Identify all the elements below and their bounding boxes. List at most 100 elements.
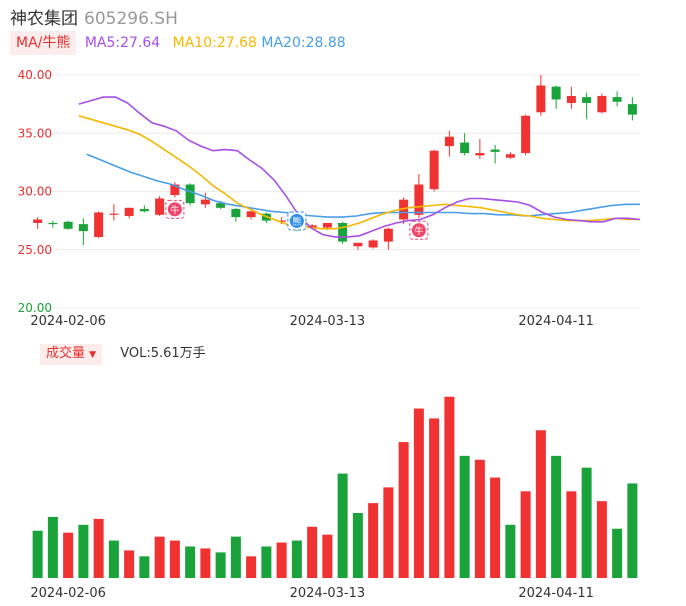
candle-body: [368, 240, 378, 248]
candle: [155, 196, 165, 216]
candle: [429, 149, 439, 192]
volume-bar: [444, 396, 455, 578]
candle-body: [78, 224, 88, 232]
candle: [444, 130, 454, 157]
volume-bar: [474, 459, 485, 578]
candle: [33, 217, 43, 229]
volume-bar: [505, 524, 516, 578]
marker-label: 牛: [414, 225, 423, 237]
stock-name: 神农集团: [10, 9, 78, 29]
volume-bar: [368, 503, 379, 578]
x-tick-label: 2024-02-06: [30, 586, 106, 601]
candle: [200, 192, 210, 208]
candle-body: [597, 95, 607, 113]
candle: [414, 174, 424, 219]
volume-bar: [261, 546, 272, 578]
volume-bar: [291, 540, 302, 578]
volume-bar: [535, 430, 546, 578]
volume-bar: [215, 552, 226, 578]
volume-bar: [200, 548, 211, 578]
candle: [48, 220, 58, 228]
volume-toggle-button[interactable]: 成交量 ▼: [40, 344, 103, 365]
y-tick-label: 20.00: [18, 301, 52, 315]
volume-bar: [383, 487, 394, 578]
candle-body: [200, 199, 210, 205]
x-tick-label: 2024-04-11: [518, 314, 594, 329]
volume-bar: [627, 483, 638, 578]
volume-bar: [337, 473, 348, 578]
candle-body: [521, 115, 531, 154]
candle-body: [124, 207, 134, 216]
volume-bar: [78, 524, 89, 578]
volume-bar: [459, 455, 470, 578]
y-tick-label: 35.00: [18, 126, 52, 140]
x-tick-label: 2024-04-11: [518, 586, 594, 601]
candle-body: [490, 149, 500, 152]
candle-body: [94, 212, 104, 237]
volume-bar: [520, 491, 531, 578]
candle: [490, 144, 500, 164]
candle: [231, 207, 241, 222]
ma-legend: MA/牛熊 MA5:27.64 MA10:27.68 MA20:28.88: [10, 31, 346, 55]
volume-bar: [581, 467, 592, 578]
candle-body: [185, 184, 195, 204]
candle-body: [48, 222, 58, 225]
candle-body: [353, 242, 363, 247]
volume-bar: [566, 491, 577, 578]
volume-bar: [551, 455, 562, 578]
candle-body: [627, 104, 637, 115]
candle-body: [551, 86, 561, 100]
candle: [94, 211, 104, 239]
marker-badge: [167, 202, 182, 217]
volume-value: VOL:5.61万手: [120, 346, 206, 361]
candle: [78, 218, 88, 246]
candle-body: [566, 95, 576, 103]
candle-body: [277, 220, 287, 222]
marker-label: 牛: [170, 204, 179, 216]
stock-code: 605296.SH: [84, 9, 178, 29]
ma5-value: MA5:27.64: [84, 35, 161, 51]
candle: [536, 75, 546, 116]
candle: [582, 92, 592, 120]
volume-bar: [47, 516, 58, 578]
candle: [368, 239, 378, 249]
volume-bar: [139, 556, 150, 578]
ma-toggle-button[interactable]: MA/牛熊: [10, 31, 77, 55]
y-tick-label: 40.00: [18, 68, 52, 82]
volume-bar: [185, 546, 196, 578]
candle-body: [612, 97, 622, 102]
x-tick-label: 2024-03-13: [290, 314, 366, 329]
candle-body: [536, 85, 546, 113]
candle: [338, 221, 348, 244]
candle: [185, 183, 195, 206]
volume-bar: [429, 418, 440, 578]
candle-body: [155, 198, 165, 215]
candle-body: [246, 211, 256, 218]
ma10-line: [78, 115, 640, 230]
ma20-value: MA20:28.88: [261, 35, 346, 51]
volume-bar: [154, 536, 165, 578]
volume-bar: [398, 442, 409, 578]
volume-bar: [93, 518, 104, 578]
candle: [460, 133, 470, 156]
x-tick-label: 2024-02-06: [30, 314, 106, 329]
candle-body: [139, 208, 149, 212]
ma5-line: [78, 96, 641, 238]
candle: [627, 97, 637, 121]
candle: [353, 242, 363, 250]
candle-body: [383, 228, 393, 242]
candle: [551, 85, 561, 109]
volume-bar: [413, 408, 424, 578]
bear-marker: 熊: [287, 211, 307, 231]
candle-body: [475, 153, 485, 156]
candle: [63, 220, 73, 230]
volume-bar: [322, 534, 333, 578]
candle-body: [338, 222, 348, 242]
volume-bar: [276, 542, 287, 578]
candle: [109, 204, 119, 221]
candle-body: [429, 150, 439, 190]
candle-body: [33, 219, 43, 223]
candle: [612, 91, 622, 107]
candle: [124, 207, 134, 219]
